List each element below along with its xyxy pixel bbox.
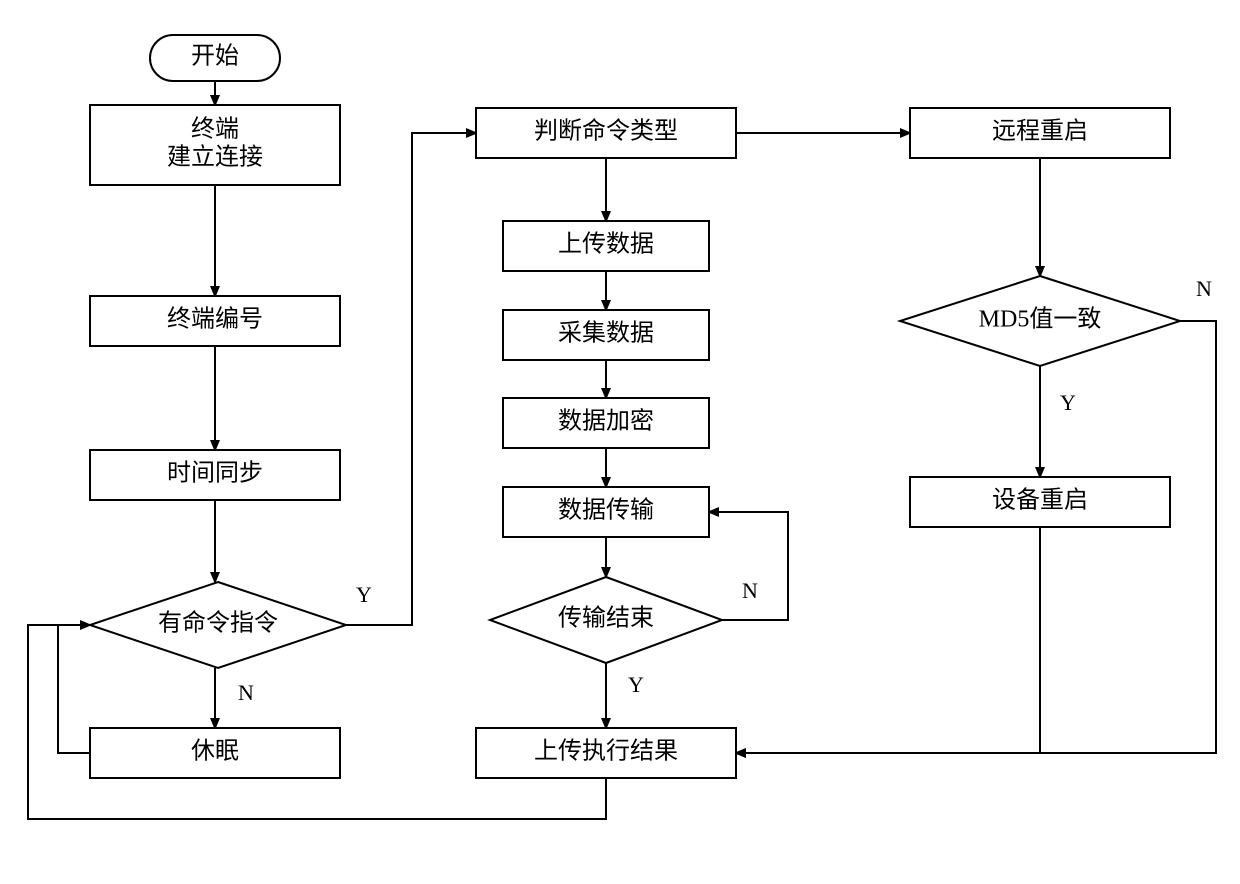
node-md5_consistent: MD5值一致 — [900, 276, 1180, 366]
node-label-connect-1: 建立连接 — [167, 144, 263, 171]
node-start: 开始 — [150, 35, 280, 81]
node-connect: 终端建立连接 — [90, 105, 340, 185]
node-trans_done: 传输结束 — [490, 577, 722, 663]
node-label-transmit_data: 数据传输 — [558, 497, 654, 524]
edge-label-trans_done-upload_result: Y — [628, 672, 644, 697]
edge-label-has_cmd-sleep: N — [238, 680, 254, 705]
edge-sleep-has_cmd — [58, 625, 90, 753]
node-label-md5_consistent: MD5值一致 — [979, 306, 1102, 333]
node-has_cmd: 有命令指令 — [90, 582, 346, 668]
node-dev_restart: 设备重启 — [910, 477, 1170, 527]
node-remote_restart: 远程重启 — [910, 108, 1170, 158]
node-label-remote_restart: 远程重启 — [992, 118, 1088, 145]
node-label-has_cmd: 有命令指令 — [158, 610, 278, 637]
edge-has_cmd-judge_cmd — [346, 133, 476, 625]
node-label-terminal_no: 终端编号 — [167, 306, 263, 333]
node-terminal_no: 终端编号 — [90, 296, 340, 346]
node-label-trans_done: 传输结束 — [558, 605, 654, 632]
edge-trans_done-transmit_data — [709, 512, 788, 620]
node-label-encrypt_data: 数据加密 — [558, 408, 654, 435]
flowchart-canvas: 开始终端建立连接终端编号时间同步有命令指令休眠 判断命令类型上传数据采集数据数据加… — [0, 0, 1240, 884]
node-upload_result: 上传执行结果 — [476, 728, 736, 778]
edge-md5_consistent-upload_result — [736, 321, 1216, 753]
node-label-start: 开始 — [191, 43, 239, 70]
edge-label-trans_done-transmit_data: N — [742, 578, 758, 603]
edge-dev_restart-upload_result — [736, 527, 1040, 753]
node-label-connect-0: 终端 — [191, 116, 239, 143]
node-label-judge_cmd: 判断命令类型 — [534, 118, 678, 145]
node-label-collect_data: 采集数据 — [558, 320, 654, 347]
edge-label-has_cmd-judge_cmd: Y — [356, 582, 372, 607]
node-collect_data: 采集数据 — [503, 310, 709, 360]
node-upload_data: 上传数据 — [503, 221, 709, 271]
edge-label-md5_consistent-upload_result: N — [1196, 276, 1212, 301]
node-label-sleep: 休眠 — [191, 738, 239, 765]
node-encrypt_data: 数据加密 — [503, 398, 709, 448]
node-label-upload_data: 上传数据 — [558, 231, 654, 258]
edge-upload_result-has_cmd — [28, 625, 606, 819]
node-transmit_data: 数据传输 — [503, 487, 709, 537]
node-label-upload_result: 上传执行结果 — [534, 738, 678, 765]
edge-label-md5_consistent-dev_restart: Y — [1060, 390, 1076, 415]
node-sleep: 休眠 — [90, 728, 340, 778]
node-label-dev_restart: 设备重启 — [992, 487, 1088, 514]
node-label-time_sync: 时间同步 — [167, 460, 263, 487]
node-time_sync: 时间同步 — [90, 450, 340, 500]
node-judge_cmd: 判断命令类型 — [476, 108, 736, 158]
